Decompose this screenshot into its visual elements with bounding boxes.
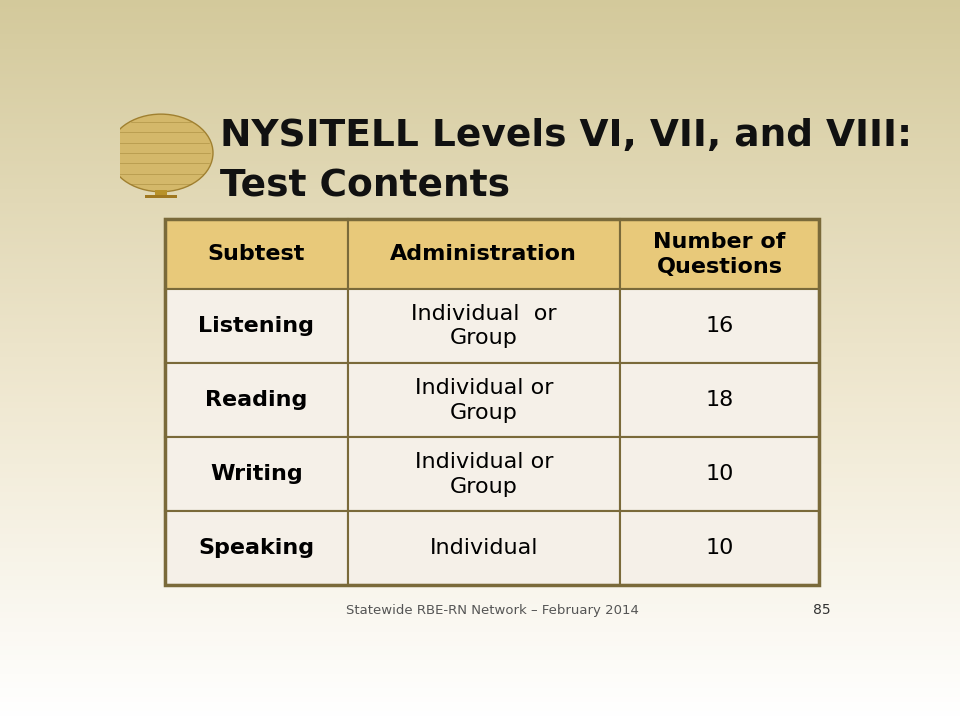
- FancyBboxPatch shape: [348, 511, 619, 585]
- FancyBboxPatch shape: [619, 220, 820, 289]
- FancyBboxPatch shape: [165, 363, 348, 437]
- FancyBboxPatch shape: [619, 289, 820, 363]
- Text: 16: 16: [706, 316, 733, 336]
- FancyBboxPatch shape: [165, 511, 348, 585]
- Text: Subtest: Subtest: [207, 244, 305, 264]
- Text: 10: 10: [706, 539, 733, 558]
- FancyBboxPatch shape: [348, 363, 619, 437]
- Text: 10: 10: [706, 464, 733, 485]
- Text: Speaking: Speaking: [198, 539, 314, 558]
- FancyBboxPatch shape: [348, 220, 619, 289]
- FancyBboxPatch shape: [619, 437, 820, 511]
- FancyBboxPatch shape: [619, 363, 820, 437]
- FancyBboxPatch shape: [165, 289, 348, 363]
- FancyBboxPatch shape: [619, 511, 820, 585]
- Text: Number of
Questions: Number of Questions: [654, 232, 785, 276]
- Circle shape: [108, 114, 213, 192]
- FancyBboxPatch shape: [145, 194, 178, 199]
- Text: Writing: Writing: [210, 464, 302, 485]
- Text: NYSITELL Levels VI, VII, and VIII:: NYSITELL Levels VI, VII, and VIII:: [221, 118, 913, 154]
- Text: Individual  or
Group: Individual or Group: [411, 304, 557, 348]
- FancyBboxPatch shape: [348, 289, 619, 363]
- Text: Administration: Administration: [391, 244, 577, 264]
- FancyBboxPatch shape: [165, 220, 348, 289]
- Text: Test Contents: Test Contents: [221, 168, 511, 204]
- Text: Individual: Individual: [429, 539, 538, 558]
- Text: Individual or
Group: Individual or Group: [415, 452, 553, 497]
- Text: 85: 85: [813, 603, 830, 617]
- Text: Reading: Reading: [205, 390, 307, 410]
- FancyBboxPatch shape: [155, 190, 167, 199]
- FancyBboxPatch shape: [165, 437, 348, 511]
- Text: Individual or
Group: Individual or Group: [415, 378, 553, 423]
- FancyBboxPatch shape: [348, 437, 619, 511]
- Text: 18: 18: [706, 390, 733, 410]
- Text: Listening: Listening: [199, 316, 314, 336]
- Text: Statewide RBE-RN Network – February 2014: Statewide RBE-RN Network – February 2014: [346, 604, 638, 617]
